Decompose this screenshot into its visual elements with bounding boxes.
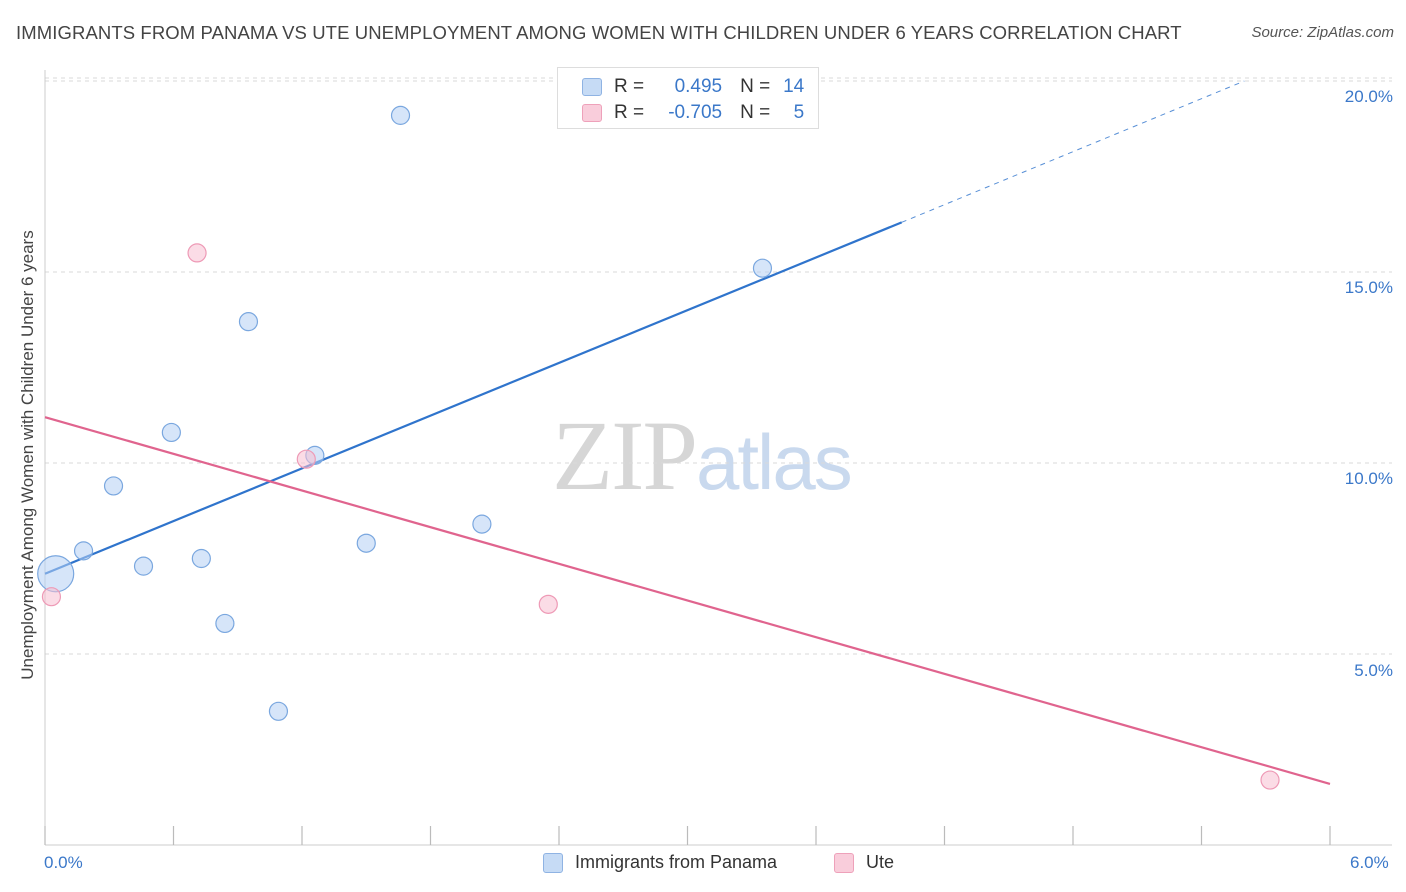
- data-point-panama: [472, 514, 492, 534]
- data-point-ute: [538, 594, 558, 614]
- data-point-panama: [73, 541, 94, 561]
- data-point-panama: [103, 476, 124, 496]
- data-point-ute: [41, 587, 62, 607]
- data-point-ute: [1260, 770, 1280, 790]
- data-point-panama: [215, 613, 235, 634]
- legend-r-value: 0.495: [674, 76, 723, 97]
- legend-row-ute: R = -0.705 N = 5: [582, 101, 804, 125]
- data-point-panama: [268, 701, 289, 721]
- legend-swatch-ute: [582, 104, 602, 122]
- legend-n-value: 14: [783, 76, 805, 97]
- trendline-ute: [44, 416, 1331, 785]
- legend-r-value: -0.705: [668, 102, 723, 123]
- x-tick-label-max: 6.0%: [1350, 853, 1389, 872]
- legend-swatch-panama: [543, 852, 563, 873]
- y-tick-label: 5.0%: [1354, 661, 1393, 680]
- data-point-panama: [238, 312, 259, 332]
- data-point-panama: [752, 258, 773, 278]
- y-axis-label: Unemployment Among Women with Children U…: [18, 230, 37, 680]
- data-point-ute: [187, 243, 207, 263]
- legend-n-label: N =: [740, 76, 771, 97]
- data-point-panama: [37, 555, 75, 593]
- legend-n-value: 5: [793, 102, 805, 123]
- source-label: Source: ZipAtlas.com: [1251, 24, 1394, 41]
- legend-r-label: R =: [614, 76, 645, 97]
- y-tick-label: 10.0%: [1344, 469, 1393, 488]
- data-point-panama: [191, 548, 211, 569]
- y-tick-label: 15.0%: [1344, 278, 1393, 297]
- watermark-atlas: atlas: [696, 418, 853, 506]
- legend-label-panama: Immigrants from Panama: [575, 852, 778, 872]
- trendline-panama: [44, 221, 903, 575]
- data-point-panama: [390, 105, 411, 125]
- trendline-panama-extension: [901, 80, 1245, 223]
- legend-swatch-ute: [834, 852, 854, 873]
- x-tick-label-min: 0.0%: [44, 853, 83, 872]
- data-point-ute: [296, 449, 316, 469]
- legend-n-label: N =: [740, 102, 771, 123]
- correlation-legend: R = 0.495 N = 14 R = -0.705 N = 5: [557, 67, 819, 129]
- y-tick-label: 20.0%: [1344, 87, 1393, 106]
- legend-row-panama: R = 0.495 N = 14: [582, 75, 804, 99]
- data-point-panama: [161, 422, 181, 443]
- legend-label-ute: Ute: [866, 852, 895, 872]
- watermark-zip: ZIP: [552, 400, 698, 511]
- data-point-panama: [356, 533, 376, 553]
- legend-item-ute: Ute: [834, 852, 894, 873]
- legend-swatch-panama: [582, 78, 602, 96]
- legend-item-panama: Immigrants from Panama: [543, 852, 777, 873]
- legend-r-label: R =: [614, 102, 645, 123]
- chart-title: IMMIGRANTS FROM PANAMA VS UTE UNEMPLOYME…: [16, 22, 1182, 43]
- data-point-panama: [133, 556, 154, 576]
- watermark: ZIPatlas: [552, 398, 853, 513]
